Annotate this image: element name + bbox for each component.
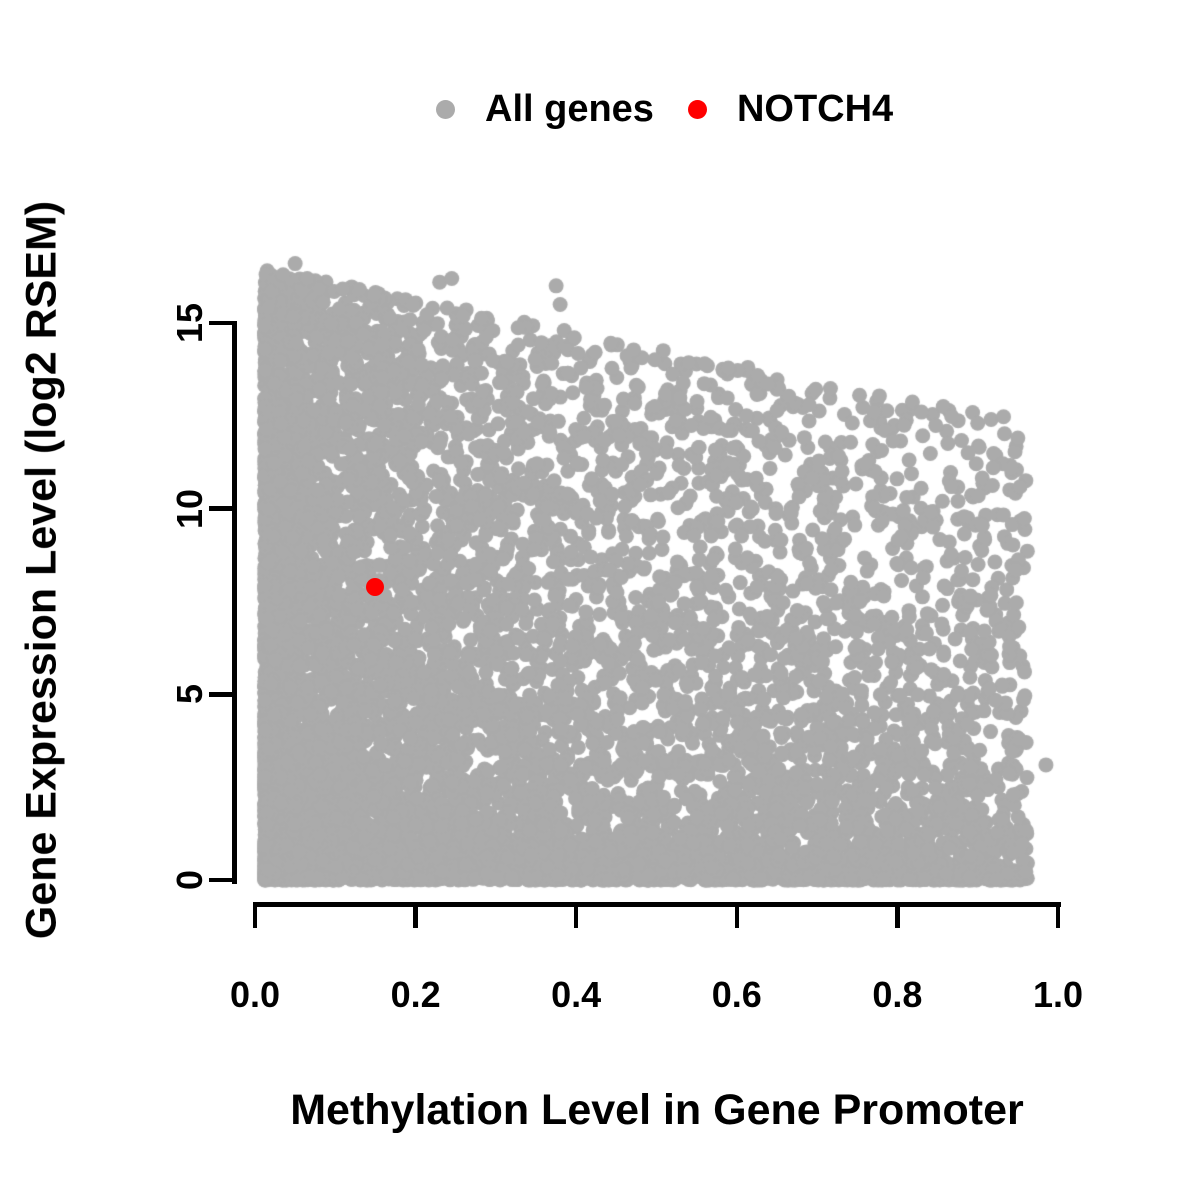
legend: All genes NOTCH4 <box>436 86 893 132</box>
y-tick-mark <box>209 320 233 326</box>
x-tick-mark <box>895 904 900 928</box>
legend-label-notch4: NOTCH4 <box>736 87 894 130</box>
x-tick-mark <box>413 904 418 928</box>
notch4-data-point <box>365 577 384 596</box>
x-tick-mark <box>573 904 579 928</box>
x-axis-line <box>253 902 1061 907</box>
legend-label-all-genes: All genes <box>485 87 654 130</box>
y-tick-label: 10 <box>169 488 210 529</box>
x-tick-mark <box>252 904 258 928</box>
y-tick-label: 5 <box>169 684 210 705</box>
y-tick-mark <box>209 692 233 697</box>
x-tick-label: 0.0 <box>229 974 281 1015</box>
x-tick-label: 0.8 <box>872 974 923 1015</box>
x-tick-label: 0.4 <box>551 974 602 1015</box>
y-tick-mark <box>209 506 233 511</box>
x-tick-label: 1.0 <box>1032 974 1084 1015</box>
x-tick-mark <box>1055 904 1061 928</box>
x-axis-title: Methylation Level in Gene Promoter <box>290 1086 1024 1134</box>
y-axis-title: Gene Expression Level (log2 RSEM) <box>17 200 66 940</box>
all-genes-marker-icon <box>436 99 455 119</box>
x-tick-mark <box>734 904 740 928</box>
x-tick-label: 0.2 <box>390 974 441 1015</box>
legend-item-all-genes: All genes <box>436 88 654 131</box>
y-tick-mark <box>209 877 233 883</box>
y-tick-label: 0 <box>169 869 210 891</box>
y-tick-label: 15 <box>169 302 210 344</box>
y-axis-line <box>232 321 237 884</box>
legend-item-notch4: NOTCH4 <box>687 87 894 131</box>
x-tick-label: 0.6 <box>711 974 762 1015</box>
notch4-marker-icon <box>687 99 707 119</box>
